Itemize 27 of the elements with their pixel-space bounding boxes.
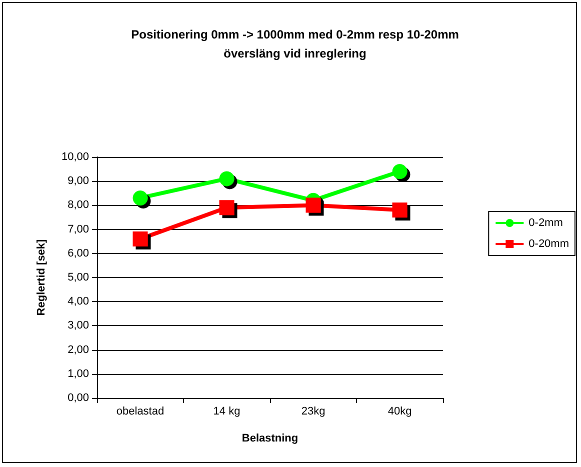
point xyxy=(219,171,234,186)
point xyxy=(392,164,408,179)
y-tick-label: 2,00 xyxy=(68,344,89,356)
y-tick-label: 0,00 xyxy=(68,392,89,404)
y-tick-label: 6,00 xyxy=(68,247,89,260)
y-tick-label: 10,00 xyxy=(61,151,89,163)
y-tick-label: 8,00 xyxy=(68,199,89,212)
point xyxy=(306,198,321,213)
point xyxy=(132,231,148,246)
x-tick-label: 40kg xyxy=(388,406,412,418)
x-tick-label: obelastad xyxy=(116,406,164,418)
y-tick-label: 3,00 xyxy=(68,320,89,332)
x-tick-label: 14 kg xyxy=(213,406,240,418)
point xyxy=(132,190,148,206)
point xyxy=(219,200,234,216)
legend-label: 0-2mm xyxy=(528,217,563,229)
chart-title: Positionering 0mm -> 1000mm med 0-2mm resp 10-20mm översläng vid inreglering xyxy=(131,28,459,60)
y-axis-title: Reglertid [sek] xyxy=(36,238,48,316)
y-tick-label: 9,00 xyxy=(68,175,89,188)
legend-label: 0-20mm xyxy=(528,238,569,250)
point xyxy=(392,202,408,218)
x-axis-title: Belastning xyxy=(242,432,298,444)
y-tick-label: 7,00 xyxy=(68,223,89,236)
y-tick-label: 4,00 xyxy=(68,296,89,308)
x-tick-label: 23kg xyxy=(301,406,326,418)
y-tick-label: 5,00 xyxy=(68,272,89,284)
y-tick-label: 1,00 xyxy=(68,368,89,380)
